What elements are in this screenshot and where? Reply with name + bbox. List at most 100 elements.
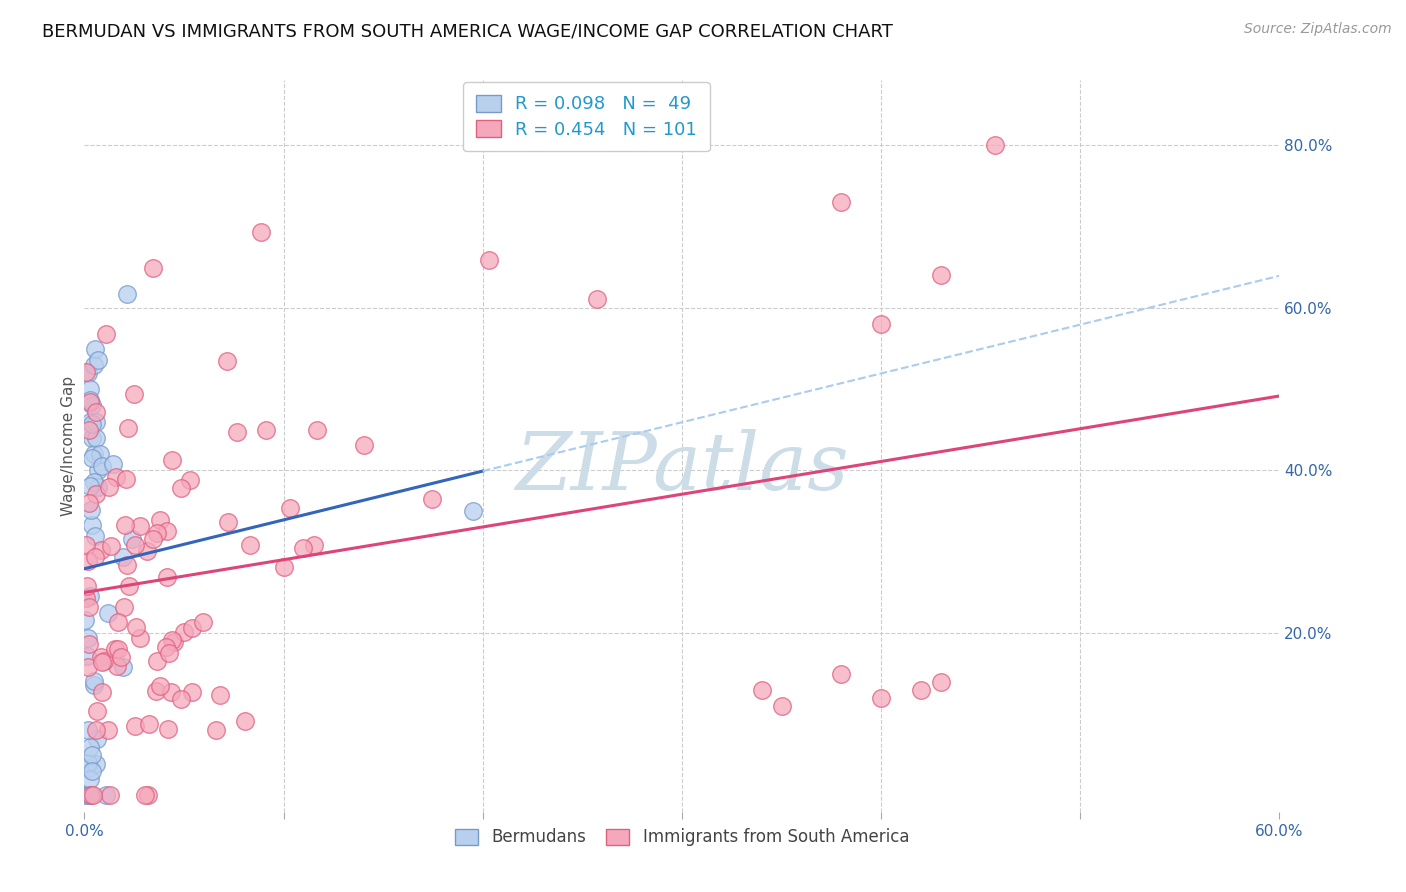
Point: [84, 723, 107, 738]
Text: ZIPatlas: ZIPatlas: [515, 429, 849, 507]
Point: [77, 723, 100, 738]
Point: [830, 666, 852, 681]
Text: BERMUDAN VS IMMIGRANTS FROM SOUTH AMERICA WAGE/INCOME GAP CORRELATION CHART: BERMUDAN VS IMMIGRANTS FROM SOUTH AMERIC…: [42, 22, 893, 40]
Point: [305, 423, 328, 437]
Point: [84, 405, 107, 419]
Point: [100, 539, 122, 553]
Point: [124, 718, 146, 732]
Point: [82, 398, 104, 412]
Point: [77, 554, 100, 568]
Point: [80, 451, 103, 466]
Point: [107, 615, 129, 629]
Point: [142, 533, 165, 547]
Point: [80, 517, 103, 532]
Point: [149, 679, 172, 693]
Point: [84, 487, 107, 501]
Point: [80, 789, 103, 803]
Point: [129, 631, 152, 645]
Point: [79, 479, 101, 493]
Point: [163, 635, 186, 649]
Point: [77, 366, 100, 380]
Point: [115, 558, 138, 572]
Point: [138, 717, 160, 731]
Point: [77, 756, 100, 770]
Point: [121, 532, 143, 546]
Point: [90, 650, 112, 665]
Point: [155, 570, 177, 584]
Point: [209, 688, 232, 702]
Point: [83, 549, 105, 564]
Point: [461, 504, 484, 518]
Point: [90, 685, 112, 699]
Point: [179, 473, 201, 487]
Point: [82, 789, 104, 803]
Point: [79, 589, 101, 603]
Text: Source: ZipAtlas.com: Source: ZipAtlas.com: [1244, 22, 1392, 37]
Point: [75, 613, 97, 627]
Point: [103, 457, 125, 471]
Point: [302, 538, 325, 552]
Point: [86, 431, 108, 445]
Point: [114, 600, 136, 615]
Point: [98, 789, 121, 803]
Point: [76, 579, 98, 593]
Point: [77, 423, 100, 437]
Point: [110, 649, 132, 664]
Point: [87, 463, 110, 477]
Point: [134, 789, 156, 803]
Point: [80, 417, 103, 432]
Point: [86, 415, 108, 429]
Point: [97, 723, 120, 738]
Point: [96, 789, 118, 803]
Point: [83, 447, 105, 461]
Point: [170, 481, 193, 495]
Point: [217, 515, 239, 529]
Point: [89, 542, 111, 557]
Point: [146, 655, 169, 669]
Point: [181, 684, 204, 698]
Point: [89, 447, 111, 461]
Point: [111, 549, 134, 564]
Point: [156, 524, 179, 538]
Point: [233, 714, 256, 728]
Point: [173, 624, 195, 639]
Point: [146, 526, 169, 541]
Y-axis label: Wage/Income Gap: Wage/Income Gap: [60, 376, 76, 516]
Point: [870, 690, 893, 705]
Point: [193, 615, 215, 630]
Point: [751, 682, 773, 697]
Point: [115, 287, 138, 301]
Point: [105, 659, 128, 673]
Point: [160, 685, 183, 699]
Point: [77, 631, 100, 645]
Point: [129, 519, 152, 533]
Point: [87, 353, 110, 368]
Point: [79, 382, 101, 396]
Point: [83, 678, 105, 692]
Point: [83, 475, 105, 489]
Point: [181, 621, 204, 635]
Point: [83, 358, 105, 372]
Point: [79, 415, 101, 429]
Point: [114, 517, 136, 532]
Point: [83, 529, 105, 543]
Point: [82, 431, 104, 445]
Point: [135, 544, 157, 558]
Point: [117, 421, 139, 435]
Point: [124, 537, 146, 551]
Point: [80, 503, 103, 517]
Point: [170, 692, 193, 706]
Point: [125, 620, 148, 634]
Point: [77, 761, 100, 775]
Point: [79, 599, 101, 614]
Point: [86, 731, 108, 746]
Point: [249, 225, 271, 239]
Point: [82, 764, 104, 778]
Point: [929, 674, 952, 689]
Point: [353, 438, 375, 452]
Point: [79, 789, 101, 803]
Point: [160, 633, 183, 648]
Point: [104, 469, 127, 483]
Point: [94, 327, 117, 342]
Point: [79, 392, 101, 407]
